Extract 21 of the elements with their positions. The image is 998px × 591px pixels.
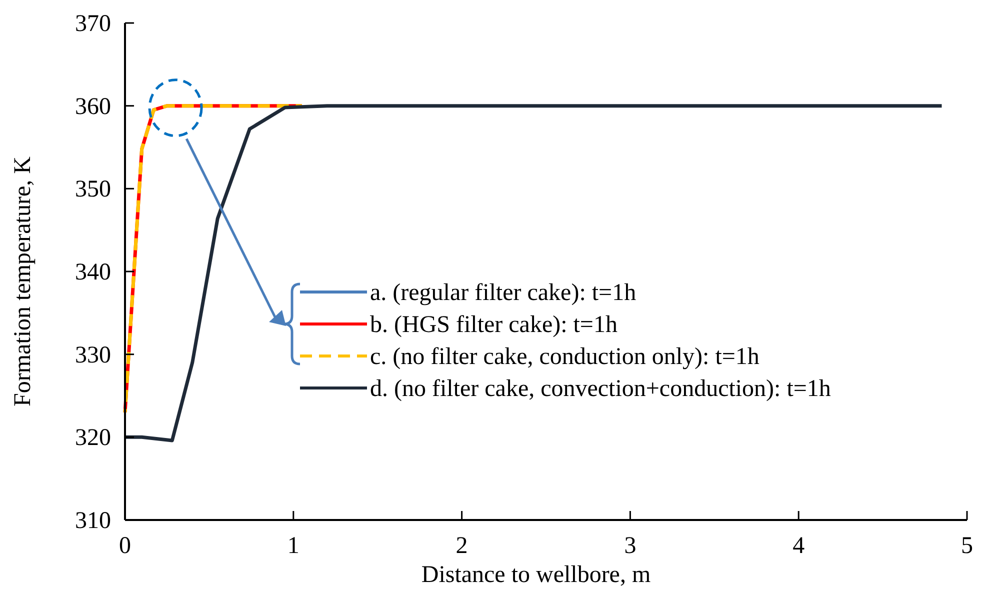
y-tick-label: 330: [75, 342, 111, 368]
legend-label: a. (regular filter cake): t=1h: [370, 280, 636, 306]
y-tick-label: 340: [75, 260, 111, 286]
legend-label: c. (no filter cake, conduction only): t=1h: [370, 344, 760, 370]
x-tick-label: 3: [624, 533, 636, 559]
y-tick-label: 370: [75, 11, 111, 37]
x-axis-title: Distance to wellbore, m: [421, 562, 651, 588]
y-tick-label: 320: [75, 425, 111, 452]
y-tick-label: 350: [75, 176, 111, 203]
y-axis-title: Formation temperature, K: [10, 156, 36, 406]
legend-label: b. (HGS filter cake): t=1h: [370, 312, 618, 338]
y-tick-label: 310: [75, 508, 111, 534]
y-tick-label: 360: [75, 94, 111, 120]
x-tick-label: 4: [792, 533, 805, 559]
x-tick-label: 2: [456, 533, 468, 559]
x-tick-label: 1: [287, 533, 300, 559]
legend-label: d. (no filter cake, convection+conduction): t=1h: [370, 376, 831, 402]
line-series: [123, 104, 304, 414]
x-tick-label: 5: [961, 533, 973, 559]
x-tick-label: 0: [119, 533, 131, 559]
line-series: [123, 104, 944, 442]
